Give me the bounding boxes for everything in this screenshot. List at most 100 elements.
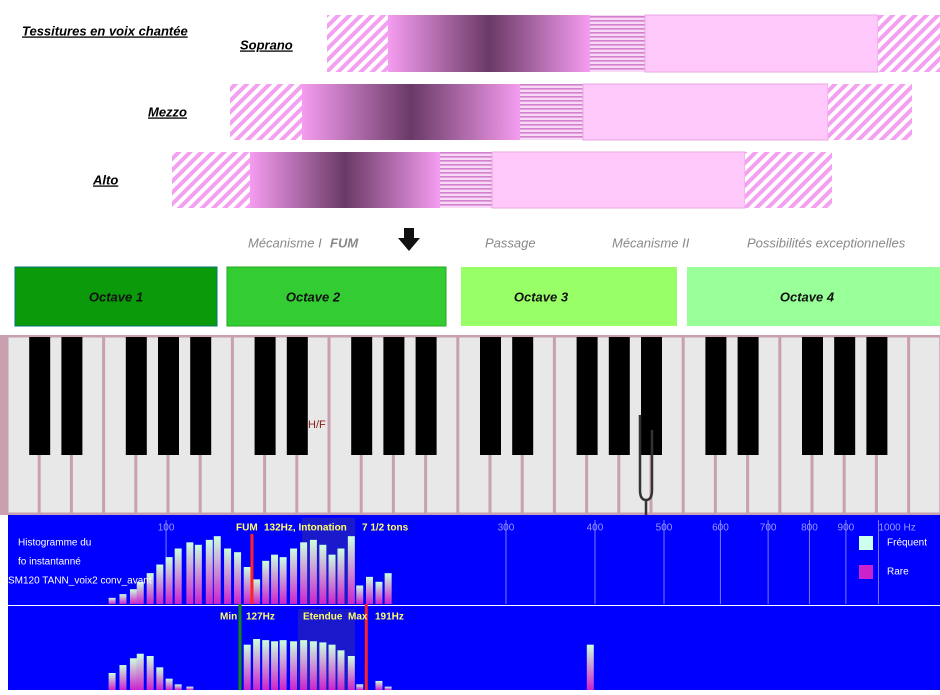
histogram-bar (234, 552, 242, 604)
histogram-bar (194, 544, 202, 604)
legend-swatch (859, 565, 873, 579)
black-key (512, 337, 534, 455)
octave-label: Octave 1 (89, 289, 143, 304)
histogram-bar (279, 640, 287, 690)
histogram-bar (186, 542, 194, 604)
histogram-bar (300, 542, 308, 604)
histogram (108, 604, 594, 690)
x-tick-label: 500 (656, 523, 673, 534)
histogram-bar (174, 684, 182, 690)
histogram-bar (174, 548, 182, 604)
histogram-bar (356, 585, 364, 604)
histogram-bar (156, 564, 164, 604)
histogram-bar (347, 536, 355, 604)
histogram-bar (165, 678, 173, 690)
x-tick-label: 900 (838, 523, 855, 534)
histogram-bar (337, 548, 345, 604)
histogram-bar (300, 640, 308, 690)
histogram-bar (243, 644, 251, 690)
histogram-bar (119, 665, 127, 690)
histogram-bar (224, 548, 232, 604)
octave-box (461, 267, 677, 326)
voice-label: Soprano (240, 37, 293, 52)
histogram-bar (309, 641, 317, 690)
histogram-bar (119, 594, 127, 604)
tones: 7 1/2 tons (362, 523, 409, 534)
black-key (641, 337, 662, 455)
histogram-bar (156, 667, 164, 690)
arrow (398, 228, 420, 251)
mechanism-label: Passage (485, 235, 536, 250)
black-key (29, 337, 51, 455)
band (298, 609, 355, 690)
histogram-bar (586, 644, 594, 690)
octave-box (226, 266, 447, 327)
histogram-bar (309, 539, 317, 604)
black-key (415, 337, 437, 455)
title: Tessitures en voix chantée (22, 23, 188, 38)
histogram-bar (365, 576, 373, 604)
mechanism-label: Mécanisme II (612, 235, 690, 250)
black-key (576, 337, 598, 455)
histogram-bar (213, 536, 221, 604)
histogram-bar (129, 658, 137, 690)
octave-box (14, 266, 218, 327)
histogram-bar (290, 548, 298, 604)
black-key (802, 337, 823, 455)
histogram-bar (319, 642, 327, 690)
tuning-fork (638, 415, 654, 515)
black-key (61, 337, 83, 455)
x-tick-label: 700 (760, 523, 777, 534)
voice-label: Alto (92, 172, 118, 187)
fum-label: FUM (236, 523, 258, 534)
histogram-bar (253, 579, 261, 604)
piano-marker: H/F (308, 419, 326, 431)
hist-title: SM120 TANN_voix2 conv_avant (8, 576, 152, 587)
fum-label: FUM (330, 235, 359, 250)
x-tick-label: 1000 Hz (878, 523, 915, 534)
histogram-bar (384, 573, 392, 604)
mechanism-label: Mécanisme I (248, 235, 322, 250)
black-key (737, 337, 759, 455)
histogram-bar (262, 560, 270, 604)
histogram-bar (337, 650, 345, 690)
histogram-bar (136, 581, 144, 604)
max-label: Max (348, 612, 368, 623)
black-key (254, 337, 276, 455)
histogram-bar (136, 653, 144, 690)
alto-range (172, 151, 832, 209)
black-key (383, 337, 405, 455)
histogram-bar (253, 639, 261, 690)
legend-label: Rare (887, 567, 909, 578)
octave-label: Octave 4 (780, 289, 835, 304)
max-value: 191Hz (375, 612, 404, 623)
histogram-bar (243, 567, 251, 604)
x-tick-label: 400 (587, 523, 604, 534)
histogram-bar (108, 597, 116, 604)
histogram-bar (205, 539, 213, 604)
black-key (190, 337, 212, 455)
histogram-panel (8, 606, 940, 690)
white-key (909, 336, 940, 514)
histogram-bar (384, 686, 392, 690)
histogram-bar (146, 573, 154, 604)
legend-swatch (859, 536, 873, 550)
histogram-bar (271, 641, 279, 690)
black-key (705, 337, 727, 455)
legend-label: Fréquent (887, 538, 927, 549)
range-label: Etendue (303, 612, 343, 623)
histogram: 100 300 400 500 600 700 800 900 1000 Hz (108, 520, 916, 604)
histogram-panel (8, 515, 940, 605)
black-key (158, 337, 179, 455)
histogram-bar (108, 673, 116, 690)
histogram-bar (146, 656, 154, 690)
hist-title: Histogramme du (18, 538, 91, 549)
histogram-bar (186, 686, 194, 690)
x-tick-label: 600 (712, 523, 729, 534)
histogram-bar (319, 544, 327, 604)
black-key (866, 337, 888, 455)
black-key (480, 337, 501, 455)
keyboard (7, 336, 940, 514)
histogram-bar (271, 554, 279, 604)
